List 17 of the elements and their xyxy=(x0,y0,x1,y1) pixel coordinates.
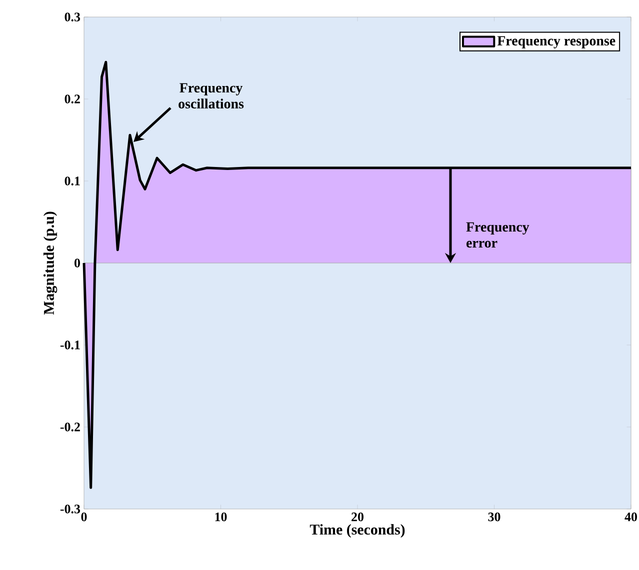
x-tick-label: 10 xyxy=(215,512,227,522)
annotation: Frequency error xyxy=(466,222,530,248)
y-tick-label: -0.1 xyxy=(60,340,80,350)
x-tick-label: 20 xyxy=(352,512,364,522)
x-tick-label: 0 xyxy=(81,512,87,522)
y-tick-label: 0 xyxy=(74,258,80,268)
legend-label: Frequency response xyxy=(497,36,616,48)
y-axis-title: Magnitude (p.u) xyxy=(43,212,58,315)
y-tick-label: 0.3 xyxy=(64,12,80,22)
y-tick-label: -0.3 xyxy=(60,504,80,514)
x-axis-title: Time (seconds) xyxy=(310,524,405,538)
y-tick-label: -0.2 xyxy=(60,422,80,432)
x-tick-label: 30 xyxy=(488,512,500,522)
annotation: Frequency oscillations xyxy=(178,83,244,108)
x-tick-label: 40 xyxy=(624,512,637,522)
y-tick-label: 0.1 xyxy=(64,176,80,186)
y-tick-label: 0.2 xyxy=(64,94,80,104)
